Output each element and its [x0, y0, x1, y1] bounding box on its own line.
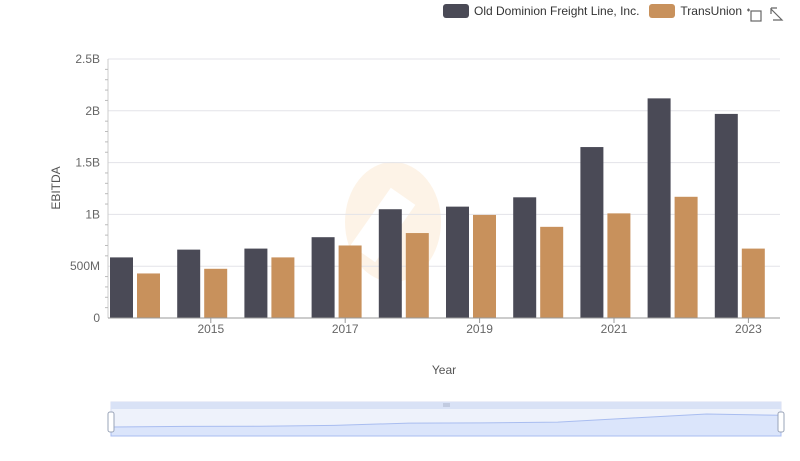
x-tick-label: 2017	[332, 322, 359, 336]
bar-transunion-2018[interactable]	[405, 233, 429, 318]
bar-old-dominion-2022[interactable]	[647, 98, 671, 318]
bar-transunion-2016[interactable]	[271, 257, 295, 318]
y-tick-label: 2.5B	[75, 52, 100, 66]
bar-old-dominion-2015[interactable]	[177, 249, 201, 318]
legend-item-old-dominion[interactable]: Old Dominion Freight Line, Inc.	[443, 4, 639, 18]
bar-old-dominion-2016[interactable]	[244, 248, 268, 318]
bar-transunion-2022[interactable]	[674, 196, 698, 318]
x-tick-label: 2019	[466, 322, 493, 336]
zoom-handle-left[interactable]	[107, 411, 115, 433]
bar-old-dominion-2019[interactable]	[446, 206, 469, 318]
y-tick-label: 0	[93, 311, 100, 325]
legend-label: TransUnion	[680, 4, 743, 18]
y-axis: 0 500M 1B 1.5B 2B 2.5B	[70, 52, 109, 325]
bar-old-dominion-2023[interactable]	[714, 113, 738, 319]
x-tick-label: 2023	[735, 322, 762, 336]
x-tick-label: 2015	[197, 322, 224, 336]
y-tick-label: 1.5B	[75, 156, 100, 170]
bar-transunion-2015[interactable]	[204, 268, 228, 318]
bar-old-dominion-2020[interactable]	[513, 197, 537, 318]
bar-transunion-2019[interactable]	[473, 214, 496, 318]
legend: Old Dominion Freight Line, Inc. TransUni…	[443, 4, 752, 18]
y-axis-label: EBITDA	[49, 166, 63, 209]
bar-old-dominion-2017[interactable]	[311, 237, 335, 318]
x-tick-label: 2021	[601, 322, 628, 336]
zoom-drag-grip[interactable]	[443, 403, 450, 407]
y-tick-label: 1B	[85, 207, 100, 221]
bar-old-dominion-2021[interactable]	[580, 147, 604, 318]
bar-transunion-2021[interactable]	[607, 213, 631, 318]
y-tick-label: 2B	[85, 104, 100, 118]
bar-transunion-2023[interactable]	[741, 248, 765, 318]
bar-transunion-2017[interactable]	[338, 245, 362, 318]
legend-item-transunion[interactable]: TransUnion	[649, 4, 742, 18]
x-axis: 2015 2017 2019 2021 2023	[108, 317, 780, 336]
zoom-handle-right[interactable]	[777, 411, 785, 433]
bar-transunion-2014[interactable]	[137, 273, 160, 318]
toolbar	[746, 6, 784, 22]
legend-swatch	[443, 4, 469, 18]
box-zoom-icon[interactable]	[746, 6, 762, 22]
bar-old-dominion-2018[interactable]	[378, 209, 402, 318]
zoom-slider[interactable]	[107, 401, 785, 437]
bar-old-dominion-2014[interactable]	[110, 257, 133, 318]
bar-transunion-2020[interactable]	[540, 226, 564, 318]
y-tick-label: 500M	[70, 259, 100, 273]
x-axis-label: Year	[432, 363, 456, 377]
reset-icon[interactable]	[768, 6, 784, 22]
legend-label: Old Dominion Freight Line, Inc.	[474, 4, 640, 18]
legend-swatch	[649, 4, 676, 18]
bars	[110, 98, 765, 319]
